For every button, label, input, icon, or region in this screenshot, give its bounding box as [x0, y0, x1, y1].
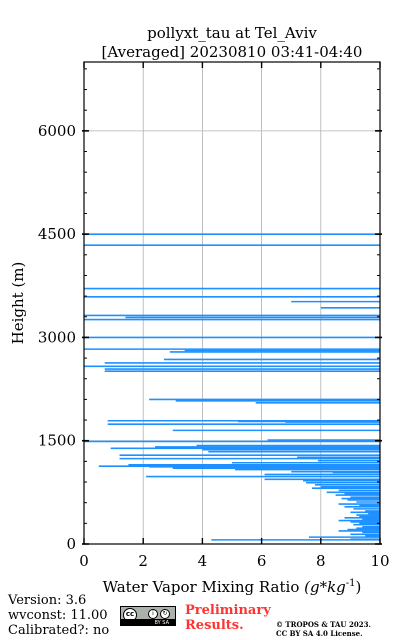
x-tick-label: 10 [370, 552, 389, 570]
y-tick-label: 6000 [38, 122, 76, 140]
y-tick-label: 1500 [38, 432, 76, 450]
copyright-line1: © TROPOS & TAU 2023. [276, 620, 371, 629]
preliminary-note: Preliminary Results. [185, 603, 271, 633]
x-tick-label: 2 [138, 552, 148, 570]
cc-badge-text: BY SA [154, 620, 170, 626]
x-tick-label: 0 [79, 552, 89, 570]
version-text: Version: 3.6 [8, 593, 87, 608]
y-axis-label: Height (m) [9, 262, 27, 345]
by-icon: i [148, 609, 158, 619]
y-tick-label: 0 [66, 535, 76, 553]
y-tick-label: 4500 [38, 225, 76, 243]
axis-ticks [82, 62, 382, 545]
y-tick-labels: 0 1500 3000 4500 6000 [38, 122, 76, 553]
x-axis-label: Water Vapor Mixing Ratio (g*kg-1) [103, 578, 362, 596]
sa-icon: ↻ [160, 609, 170, 619]
plot-frame [83, 61, 381, 545]
x-tick-label: 4 [198, 552, 208, 570]
calibrated-text: Calibrated?: no [8, 623, 110, 638]
copyright-note: © TROPOS & TAU 2023. CC BY SA 4.0 License… [276, 620, 371, 638]
wvconst-text: wvconst: 11.00 [8, 608, 108, 623]
y-tick-label: 3000 [38, 328, 76, 346]
cc-badge-bar: BY SA [121, 619, 175, 626]
x-tick-labels: 0 2 4 6 8 10 [79, 552, 389, 570]
chart-subtitle: [Averaged] 20230810 03:41-04:40 [102, 43, 363, 61]
profile-bars [84, 233, 380, 541]
preliminary-line2: Results. [185, 618, 244, 633]
x-tick-label: 8 [316, 552, 326, 570]
copyright-line2: CC BY SA 4.0 License. [276, 629, 363, 638]
x-tick-label: 6 [257, 552, 267, 570]
cc-license-icon: cc i ↻ BY SA [120, 606, 176, 626]
chart-title: pollyxt_tau at Tel_Aviv [147, 24, 317, 42]
preliminary-line1: Preliminary [185, 603, 271, 618]
